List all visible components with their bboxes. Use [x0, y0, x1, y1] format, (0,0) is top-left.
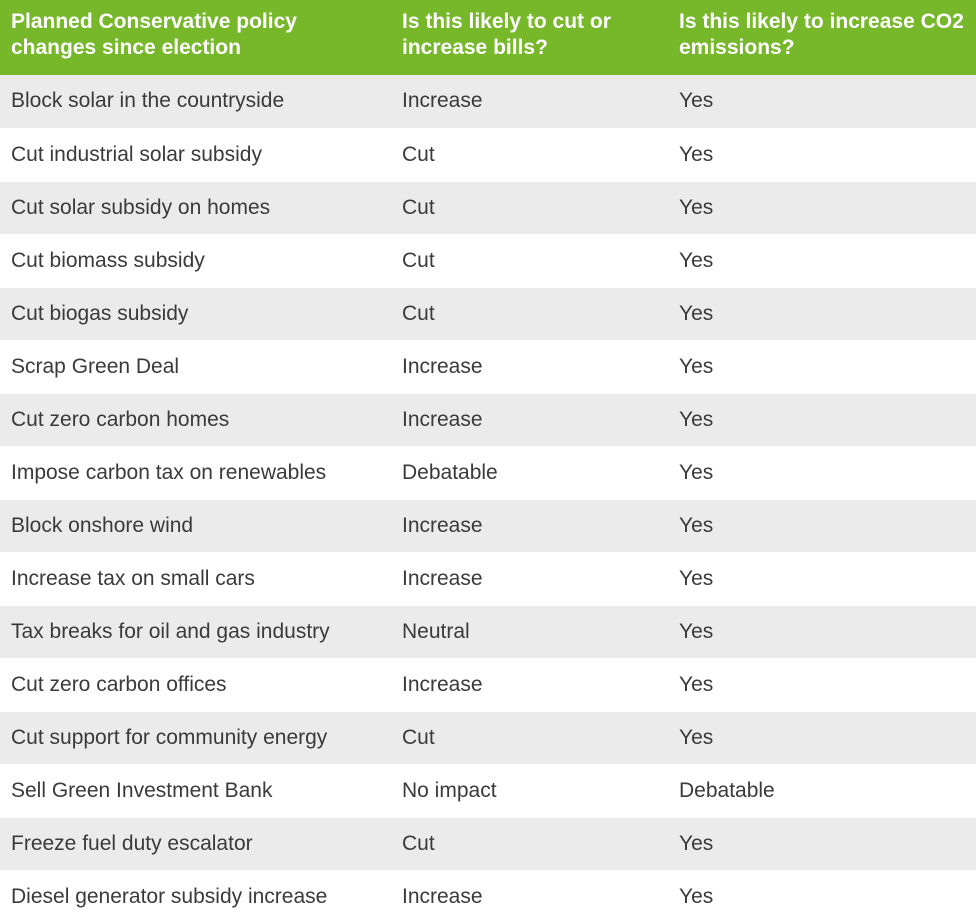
table-row: Freeze fuel duty escalator Cut Yes: [0, 817, 976, 871]
table-row: Diesel generator subsidy increase Increas…: [0, 870, 976, 924]
emissions-cell: Yes: [667, 711, 976, 765]
bills-cell: Increase: [390, 393, 667, 447]
header-bills: Is this likely to cut or increase bills?: [390, 0, 667, 75]
table-row: Increase tax on small cars Increase Yes: [0, 552, 976, 606]
emissions-cell: Yes: [667, 658, 976, 712]
policy-cell: Cut biomass subsidy: [0, 234, 390, 288]
policy-cell: Impose carbon tax on renewables: [0, 446, 390, 500]
bills-cell: Debatable: [390, 446, 667, 500]
bills-cell: Cut: [390, 128, 667, 182]
emissions-cell: Yes: [667, 128, 976, 182]
emissions-cell: Yes: [667, 870, 976, 924]
table-row: Block onshore wind Increase Yes: [0, 499, 976, 553]
policy-cell: Cut industrial solar subsidy: [0, 128, 390, 182]
policy-cell: Cut solar subsidy on homes: [0, 181, 390, 235]
emissions-cell: Yes: [667, 446, 976, 500]
header-row: Planned Conservative policy changes sinc…: [0, 0, 976, 75]
policy-cell: Tax breaks for oil and gas industry: [0, 605, 390, 659]
bills-cell: Increase: [390, 75, 667, 129]
emissions-cell: Yes: [667, 75, 976, 129]
table-header: Planned Conservative policy changes sinc…: [0, 0, 976, 75]
bills-cell: Increase: [390, 340, 667, 394]
table-row: Sell Green Investment Bank No impact Debat…: [0, 764, 976, 818]
table-row: Cut industrial solar subsidy Cut Yes: [0, 128, 976, 182]
emissions-cell: Yes: [667, 499, 976, 553]
policy-cell: Cut biogas subsidy: [0, 287, 390, 341]
emissions-cell: Yes: [667, 340, 976, 394]
policy-cell: Sell Green Investment Bank: [0, 764, 390, 818]
bills-cell: Increase: [390, 870, 667, 924]
emissions-cell: Yes: [667, 817, 976, 871]
policy-cell: Cut zero carbon homes: [0, 393, 390, 447]
table-body: Block solar in the countryside Increase Ye…: [0, 75, 976, 924]
emissions-cell: Yes: [667, 287, 976, 341]
bills-cell: Neutral: [390, 605, 667, 659]
header-policy: Planned Conservative policy changes sinc…: [0, 0, 390, 75]
policy-cell: Freeze fuel duty escalator: [0, 817, 390, 871]
policy-cell: Block onshore wind: [0, 499, 390, 553]
policy-cell: Diesel generator subsidy increase: [0, 870, 390, 924]
table-row: Cut zero carbon homes Increase Yes: [0, 393, 976, 447]
policy-cell: Scrap Green Deal: [0, 340, 390, 394]
table-row: Cut biomass subsidy Cut Yes: [0, 234, 976, 288]
bills-cell: Cut: [390, 181, 667, 235]
emissions-cell: Yes: [667, 605, 976, 659]
emissions-cell: Yes: [667, 234, 976, 288]
table-row: Cut support for community energy Cut Yes: [0, 711, 976, 765]
policy-cell: Cut zero carbon offices: [0, 658, 390, 712]
policy-cell: Cut support for community energy: [0, 711, 390, 765]
header-emissions: Is this likely to increase CO2 emissions…: [667, 0, 976, 75]
table-row: Cut biogas subsidy Cut Yes: [0, 287, 976, 341]
bills-cell: No impact: [390, 764, 667, 818]
bills-cell: Increase: [390, 658, 667, 712]
emissions-cell: Yes: [667, 552, 976, 606]
bills-cell: Cut: [390, 287, 667, 341]
table-row: Tax breaks for oil and gas industry Neutr…: [0, 605, 976, 659]
table-row: Cut solar subsidy on homes Cut Yes: [0, 181, 976, 235]
bills-cell: Cut: [390, 711, 667, 765]
table-row: Block solar in the countryside Increase Ye…: [0, 75, 976, 129]
bills-cell: Cut: [390, 234, 667, 288]
emissions-cell: Debatable: [667, 764, 976, 818]
emissions-cell: Yes: [667, 181, 976, 235]
emissions-cell: Yes: [667, 393, 976, 447]
policy-cell: Block solar in the countryside: [0, 75, 390, 129]
table-row: Cut zero carbon offices Increase Yes: [0, 658, 976, 712]
bills-cell: Cut: [390, 817, 667, 871]
bills-cell: Increase: [390, 552, 667, 606]
policy-cell: Increase tax on small cars: [0, 552, 390, 606]
bills-cell: Increase: [390, 499, 667, 553]
table-row: Scrap Green Deal Increase Yes: [0, 340, 976, 394]
table-row: Impose carbon tax on renewables Debatable…: [0, 446, 976, 500]
